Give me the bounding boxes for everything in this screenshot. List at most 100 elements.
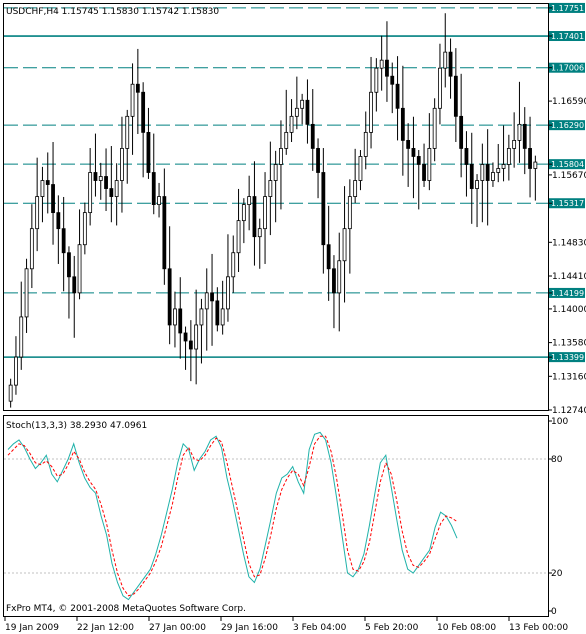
symbol-info-label: USDCHF,H4 1.15745 1.15830 1.15742 1.1583… [6,7,219,17]
candle-bear [453,75,458,117]
y-tick-label: 1.14830 [552,238,586,248]
candlestick-series [8,13,538,408]
candle-bull [358,156,363,181]
stoch-tick-label: 80 [551,455,563,465]
candle-bull [14,356,18,386]
candle-bear [151,172,156,205]
copyright-label: FxPro MT4, © 2001-2008 MetaQuotes Softwa… [6,604,246,614]
x-tick-label: 13 Feb 00:00 [509,623,568,633]
candle-bear [528,148,532,169]
candle-bull [130,83,135,117]
candle-bull [443,51,448,69]
y-tick-label: 1.12740 [552,406,586,416]
candle-bull [236,220,241,254]
candle-bear [400,107,405,141]
candle-bull [480,164,485,181]
candle-bull [257,228,262,238]
candle-bear [135,83,140,93]
candle-bear [416,156,421,165]
candle-bear [522,123,527,149]
level-price-label: 1.14199 [551,289,584,298]
candle-bull [88,172,93,214]
x-tick-label: 3 Feb 04:00 [293,623,347,633]
level-price-label: 1.16290 [551,121,584,130]
candle-bull [432,107,437,149]
main-pane-frame [3,3,549,411]
candle-bull [247,196,252,205]
candle-bull [82,212,87,246]
x-tick-label: 10 Feb 08:00 [437,623,496,633]
candle-bear [459,115,464,149]
candle-bear [210,292,214,302]
candle-bear [395,83,400,109]
candle-bull [125,115,130,149]
candle-bear [167,268,172,326]
x-tick-label: 27 Jan 00:00 [149,623,206,633]
candle-bull [379,59,384,69]
candle-bull [19,316,24,358]
candle-bear [104,176,108,189]
y-tick-label: 1.14410 [552,272,586,282]
stoch-main-line [7,431,458,601]
x-tick-label: 22 Jan 12:00 [77,623,134,633]
y-tick-label: 1.13580 [552,339,586,349]
candle-bull [289,115,294,133]
candle-bull [120,148,124,181]
candle-bear [178,308,183,334]
candle-bull [300,99,305,109]
level-price-box [549,159,585,170]
candle-bull [279,148,283,165]
level-price-box [549,287,585,298]
candle-bear [390,75,395,85]
indicator-pane-frame [3,415,549,617]
stoch-tick-label: 100 [551,417,568,427]
candle-bear [326,244,331,270]
candle-bear [310,123,315,149]
candle-bear [109,188,114,197]
candle-bull [342,228,347,262]
candle-bull [231,252,236,278]
candle-bear [61,228,66,254]
candle-bear [67,252,71,278]
candle-bull [369,91,373,133]
x-tick-label: 19 Jan 2009 [5,623,59,633]
candle-bear [72,276,77,294]
level-price-label: 1.13399 [551,353,584,362]
candle-bull [517,123,522,141]
y-tick-label: 1.16590 [552,97,586,107]
stochastic-series [7,431,458,601]
time-axis: 19 Jan 2009 22 Jan 12:00 27 Jan 00:00 29 Ja… [4,617,568,633]
stochastic-levels [4,458,548,574]
candle-bull [284,131,289,149]
level-price-label: 1.17006 [551,64,584,73]
candle-bull [24,268,29,318]
level-price-box [549,31,585,42]
candle-bull [506,148,511,165]
candle-bull [363,131,368,157]
candle-bear [162,196,167,270]
candle-bull [438,67,442,109]
level-price-box [549,62,585,73]
candle-bull [353,180,358,197]
main-y-axis: 1.16590 1.15670 1.14830 1.14410 1.14000 1.135… [548,7,586,416]
y-tick-label: 1.14000 [552,305,586,315]
candle-bull [204,292,209,310]
candle-bull [294,107,299,117]
stochastic-title: Stoch(13,3,3) 38.2930 47.0961 [6,421,147,431]
candle-bull [199,308,204,326]
candle-bear [448,51,453,77]
candle-bull [173,308,177,326]
candle-bear [56,212,61,230]
candle-bull [491,172,495,181]
level-price-label: 1.15804 [551,160,584,169]
candle-bull [427,148,432,181]
x-tick-label: 5 Feb 20:00 [365,623,419,633]
candle-bull [268,180,273,197]
candle-bear [469,164,474,189]
candle-bull [501,164,506,169]
y-tick-label: 1.15670 [552,171,586,181]
candle-bear [188,340,193,350]
candle-bull [194,324,199,350]
